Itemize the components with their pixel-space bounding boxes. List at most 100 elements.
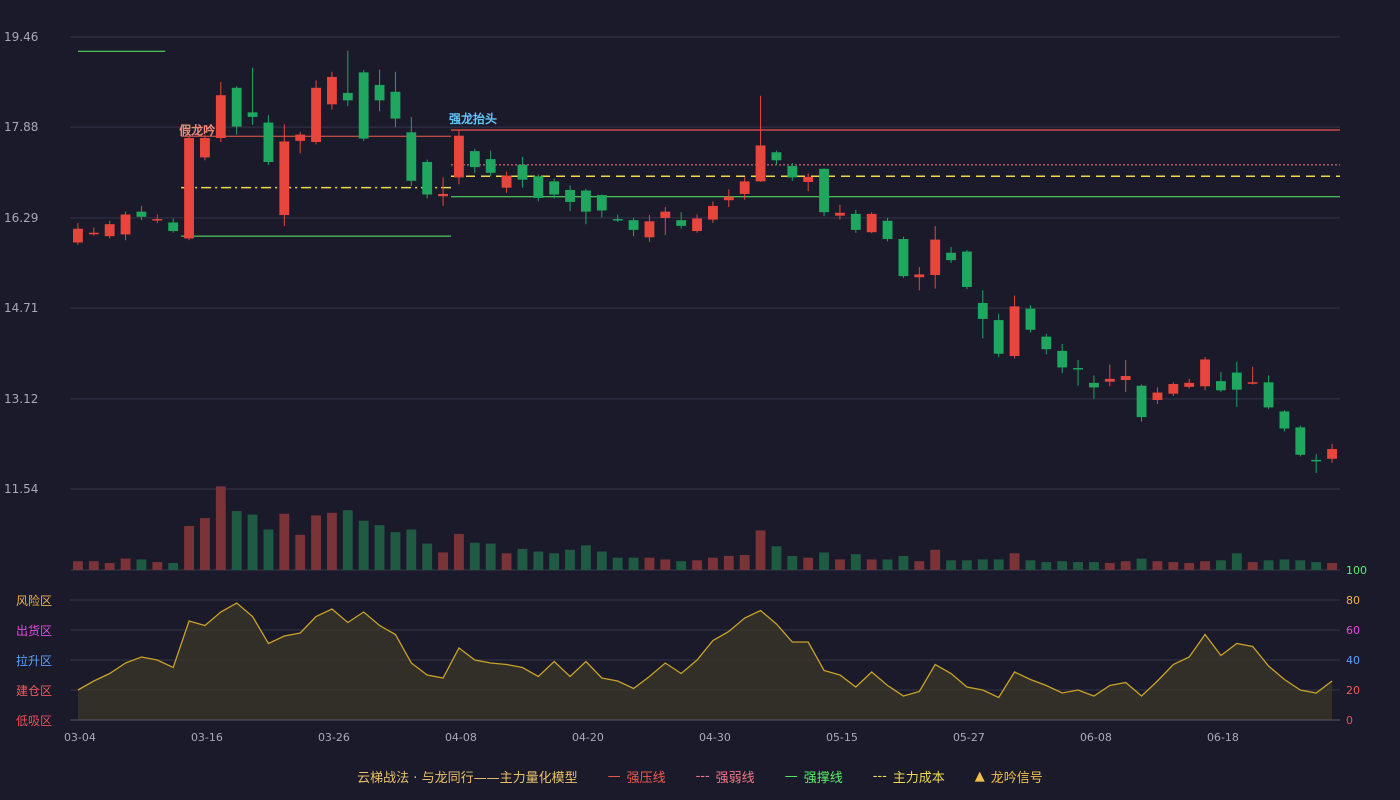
legend-line-icon: — <box>607 768 621 784</box>
price-tick-label: 13.12 <box>4 392 38 406</box>
volume-bar <box>803 557 814 570</box>
candle-body <box>1057 350 1068 368</box>
candle-body <box>247 112 258 117</box>
candle-body <box>612 219 623 221</box>
candle-body <box>962 251 972 287</box>
volume-bar <box>882 559 893 570</box>
volume-bar <box>517 548 528 570</box>
volume-bar <box>898 555 909 570</box>
candle-body <box>882 220 893 240</box>
osc-tick-label: 20 <box>1346 684 1360 697</box>
zone-label: 拉升区 <box>16 653 52 668</box>
volume-bar <box>422 543 433 570</box>
candle-body <box>946 252 956 261</box>
osc-tick-label: 80 <box>1346 594 1360 607</box>
volume-bar <box>311 515 321 570</box>
candle-body <box>1120 376 1131 380</box>
legend-label: 强弱线 <box>715 770 755 786</box>
osc-tick-label: 0 <box>1346 714 1353 727</box>
candle-body <box>898 239 909 277</box>
volume-bar <box>1216 560 1226 570</box>
volume-bar <box>866 559 877 570</box>
volume-bar <box>771 546 782 570</box>
candle-body <box>1041 336 1052 350</box>
candle-body <box>152 219 163 221</box>
date-tick-label: 04-20 <box>572 731 604 744</box>
volume-bar <box>581 545 591 570</box>
candle-body <box>771 152 782 161</box>
candle-body <box>1279 411 1290 429</box>
chart-legend: 云梯战法 · 与龙同行——主力量化模型 — 强压线 --- 强弱线 — 强撑线 … <box>0 764 1400 788</box>
volume-bar <box>1120 561 1131 570</box>
candle-body <box>358 72 369 139</box>
price-tick-label: 11.54 <box>4 482 38 496</box>
candle-body <box>819 168 829 213</box>
volume-bar <box>263 529 274 570</box>
candle-body <box>565 189 575 202</box>
candle-body <box>1089 382 1099 388</box>
zone-label: 出货区 <box>16 623 52 638</box>
candle-body <box>73 228 83 243</box>
legend-dash-icon: --- <box>695 768 710 784</box>
legend-label: 强压线 <box>626 770 666 786</box>
volume-bar <box>596 551 607 570</box>
candle-body <box>438 193 448 197</box>
legend-strong-pressure: — 强压线 <box>608 767 666 786</box>
candle-body <box>692 218 702 232</box>
volume-bar <box>1231 553 1242 570</box>
volume-bar <box>1009 553 1020 570</box>
date-tick-label: 03-04 <box>64 731 96 744</box>
volume-bar <box>644 557 655 570</box>
legend-dragon-signal: ▲ 龙吟信号 <box>975 767 1043 786</box>
candle-body <box>485 159 496 173</box>
volume-bar <box>533 551 544 570</box>
date-tick-label: 06-08 <box>1080 731 1112 744</box>
signal-annotation: 强龙抬头 <box>449 111 497 126</box>
legend-title: 云梯战法 · 与龙同行——主力量化模型 <box>357 770 578 786</box>
volume-bar <box>374 525 385 570</box>
volume-bar <box>1279 559 1290 570</box>
candle-body <box>406 132 417 181</box>
candle-body <box>1311 459 1322 462</box>
volume-bar <box>946 560 956 570</box>
volume-bar <box>1327 562 1337 570</box>
volume-bar <box>152 562 163 570</box>
volume-bar <box>1184 562 1195 570</box>
candle-body <box>279 141 290 216</box>
candle-body <box>977 302 988 319</box>
candle-body <box>454 135 464 178</box>
osc-area <box>77 603 1333 720</box>
candle-body <box>231 87 242 127</box>
candle-body <box>787 165 798 178</box>
date-tick-label: 04-30 <box>699 731 731 744</box>
legend-main-cost: --- 主力成本 <box>873 767 945 786</box>
candle-body <box>88 232 99 235</box>
volume-bar <box>168 562 179 570</box>
volume-bar <box>977 559 988 570</box>
zone-label: 低吸区 <box>16 714 52 728</box>
volume-bar <box>295 534 306 570</box>
candle-body <box>517 164 528 180</box>
candle-body <box>1152 392 1163 400</box>
volume-bar <box>358 520 369 570</box>
candle-body <box>469 151 480 168</box>
candle-body <box>327 76 337 105</box>
volume-bar <box>1168 562 1179 570</box>
legend-label: 强撑线 <box>803 770 843 786</box>
candle-body <box>1231 372 1242 390</box>
volume-bar <box>279 513 290 570</box>
candle-body <box>120 214 131 235</box>
volume-bar <box>835 559 845 570</box>
candle-body <box>723 196 734 201</box>
candle-body <box>1327 449 1337 459</box>
candle-body <box>1073 368 1083 370</box>
triangle-icon: ▲ <box>974 768 985 784</box>
candle-body <box>739 181 750 194</box>
volume-bar <box>215 486 226 570</box>
candle-body <box>581 190 591 212</box>
candle-body <box>1184 382 1195 387</box>
candle-body <box>644 221 655 238</box>
date-tick-label: 03-26 <box>318 731 350 744</box>
volume-bar <box>1136 558 1147 570</box>
volume-bar <box>1295 560 1306 570</box>
